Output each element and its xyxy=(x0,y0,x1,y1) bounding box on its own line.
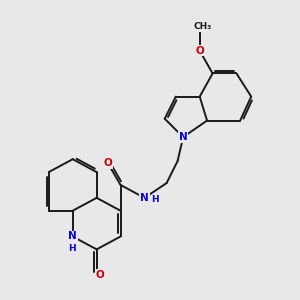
Text: O: O xyxy=(103,158,112,168)
Text: N: N xyxy=(179,132,188,142)
Text: H: H xyxy=(68,244,76,253)
Text: O: O xyxy=(96,270,105,280)
Text: N: N xyxy=(140,193,149,203)
Text: O: O xyxy=(195,46,204,56)
Text: CH₃: CH₃ xyxy=(194,22,212,31)
Text: N: N xyxy=(68,232,77,242)
Text: H: H xyxy=(151,195,159,204)
